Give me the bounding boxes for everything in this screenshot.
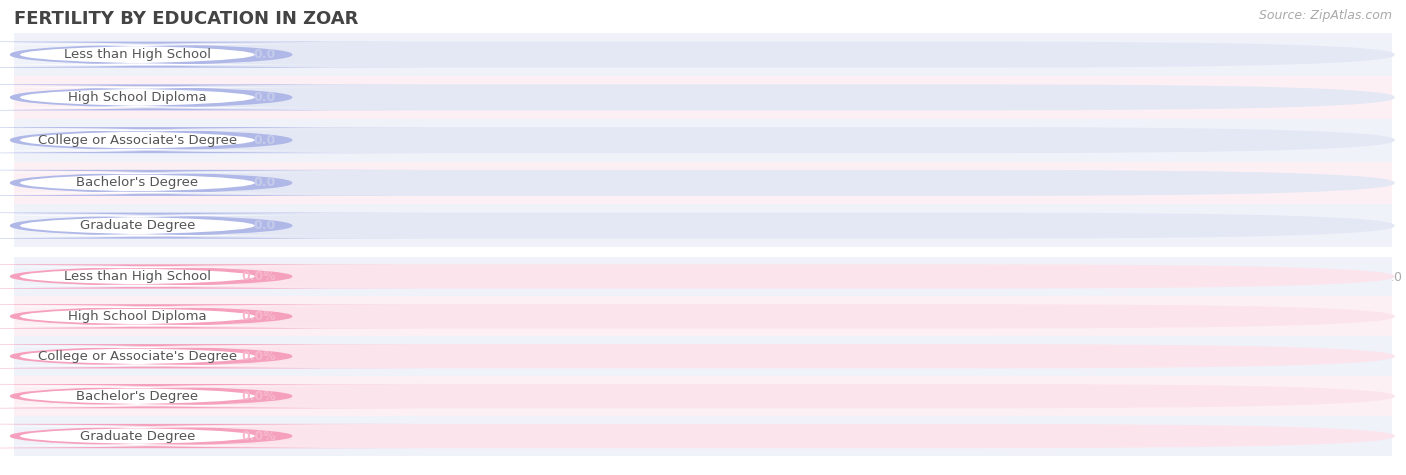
Text: 0.0%: 0.0% <box>240 350 276 363</box>
FancyBboxPatch shape <box>0 172 364 193</box>
FancyBboxPatch shape <box>10 424 1395 448</box>
FancyBboxPatch shape <box>10 127 1395 153</box>
Bar <box>14 204 1392 247</box>
FancyBboxPatch shape <box>0 304 423 329</box>
Text: Less than High School: Less than High School <box>63 48 211 61</box>
Text: Source: ZipAtlas.com: Source: ZipAtlas.com <box>1258 10 1392 22</box>
Bar <box>14 416 1392 456</box>
Text: 0.0: 0.0 <box>253 176 276 190</box>
FancyBboxPatch shape <box>10 42 1395 67</box>
FancyBboxPatch shape <box>10 264 1395 289</box>
FancyBboxPatch shape <box>0 127 423 153</box>
FancyBboxPatch shape <box>0 307 364 326</box>
Text: 0.0: 0.0 <box>693 271 713 284</box>
FancyBboxPatch shape <box>0 344 423 369</box>
Text: 0.0: 0.0 <box>253 48 276 61</box>
Bar <box>14 33 1392 76</box>
FancyBboxPatch shape <box>10 85 1395 110</box>
Text: High School Diploma: High School Diploma <box>67 91 207 104</box>
FancyBboxPatch shape <box>0 347 364 366</box>
Text: Graduate Degree: Graduate Degree <box>80 219 195 232</box>
Text: 0.0%: 0.0% <box>240 310 276 323</box>
FancyBboxPatch shape <box>0 42 423 67</box>
Text: 0.0: 0.0 <box>253 91 276 104</box>
FancyBboxPatch shape <box>0 387 364 406</box>
Text: College or Associate's Degree: College or Associate's Degree <box>38 133 238 147</box>
FancyBboxPatch shape <box>0 427 364 446</box>
FancyBboxPatch shape <box>10 170 1395 196</box>
FancyBboxPatch shape <box>0 87 364 108</box>
Bar <box>14 296 1392 336</box>
FancyBboxPatch shape <box>0 213 423 238</box>
Text: 0.0%: 0.0% <box>240 390 276 403</box>
FancyBboxPatch shape <box>10 304 1395 329</box>
FancyBboxPatch shape <box>10 344 1395 369</box>
Text: 0.0: 0.0 <box>253 133 276 147</box>
Text: 0.0%: 0.0% <box>240 270 276 283</box>
Bar <box>14 376 1392 416</box>
Text: FERTILITY BY EDUCATION IN ZOAR: FERTILITY BY EDUCATION IN ZOAR <box>14 10 359 28</box>
Text: Bachelor's Degree: Bachelor's Degree <box>76 390 198 403</box>
Text: 0.0: 0.0 <box>1382 271 1402 284</box>
FancyBboxPatch shape <box>0 424 423 448</box>
Text: 0.0%: 0.0% <box>240 429 276 443</box>
Text: Bachelor's Degree: Bachelor's Degree <box>76 176 198 190</box>
Text: Graduate Degree: Graduate Degree <box>80 429 195 443</box>
Text: College or Associate's Degree: College or Associate's Degree <box>38 350 238 363</box>
Bar <box>14 256 1392 296</box>
FancyBboxPatch shape <box>0 170 423 196</box>
Bar <box>14 119 1392 162</box>
Text: High School Diploma: High School Diploma <box>67 310 207 323</box>
FancyBboxPatch shape <box>0 85 423 110</box>
Text: 0.0: 0.0 <box>273 271 292 284</box>
FancyBboxPatch shape <box>0 215 364 236</box>
FancyBboxPatch shape <box>10 213 1395 238</box>
Bar <box>14 336 1392 376</box>
FancyBboxPatch shape <box>0 44 364 65</box>
FancyBboxPatch shape <box>0 130 364 151</box>
FancyBboxPatch shape <box>10 384 1395 408</box>
FancyBboxPatch shape <box>0 384 423 408</box>
FancyBboxPatch shape <box>0 264 423 289</box>
Text: 0.0: 0.0 <box>253 219 276 232</box>
FancyBboxPatch shape <box>0 267 364 286</box>
Text: Less than High School: Less than High School <box>63 270 211 283</box>
Bar <box>14 76 1392 119</box>
Bar <box>14 162 1392 204</box>
